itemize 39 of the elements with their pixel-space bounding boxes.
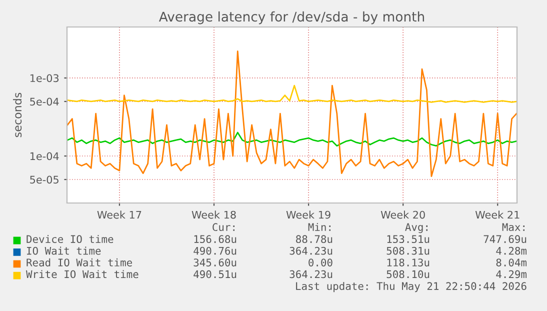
text: 8.04m	[496, 258, 527, 266]
text: Last update: Thu May 21 22:50:44 2026	[296, 282, 526, 292]
text: 508.31u	[386, 246, 430, 255]
line-series	[67, 50, 517, 177]
legend-label: Write IO Wait time	[26, 270, 138, 278]
line-series	[67, 132, 517, 147]
text: 490.51u	[194, 270, 236, 278]
y-tick-label: 5e-04	[30, 98, 59, 106]
x-tick-label: Week 21	[475, 210, 520, 219]
y-axis-title: seconds	[13, 92, 22, 138]
text: 747.69u	[484, 235, 526, 244]
text: 364.23u	[290, 270, 332, 278]
text: 490.76u	[194, 246, 236, 255]
text: 345.60u	[194, 258, 236, 266]
chart-title: Average latency for /dev/sda - by month	[158, 11, 424, 24]
text: 88.78u	[296, 235, 332, 244]
y-tick-label: 1e-04	[30, 152, 59, 160]
x-tick-label: Week 20	[380, 210, 425, 219]
line-series	[67, 84, 517, 103]
text: 0.00	[308, 258, 332, 266]
x-tick-label: Week 18	[192, 210, 236, 219]
text: 4.29m	[496, 270, 527, 278]
x-tick-label: Week 19	[286, 210, 330, 219]
text: Min:	[308, 222, 330, 231]
text: 118.13u	[387, 258, 430, 266]
legend-label: Device IO time	[26, 234, 114, 244]
x-tick-label: Week 17	[97, 210, 142, 219]
text: 4.28m	[496, 246, 527, 255]
text: 364.23u	[290, 246, 332, 255]
text: Cur:	[212, 223, 234, 232]
text: 153.51u	[387, 235, 430, 244]
text: 156.68u	[194, 235, 236, 244]
text: 508.10u	[386, 270, 430, 278]
legend-label: Read IO Wait time	[26, 258, 132, 266]
y-tick-label: 5e-05	[30, 176, 58, 184]
text: Max:	[502, 223, 524, 232]
legend-label: IO Wait time	[27, 246, 101, 255]
y-tick-label: 1e-03	[30, 74, 59, 82]
text: Avg:	[405, 223, 428, 234]
